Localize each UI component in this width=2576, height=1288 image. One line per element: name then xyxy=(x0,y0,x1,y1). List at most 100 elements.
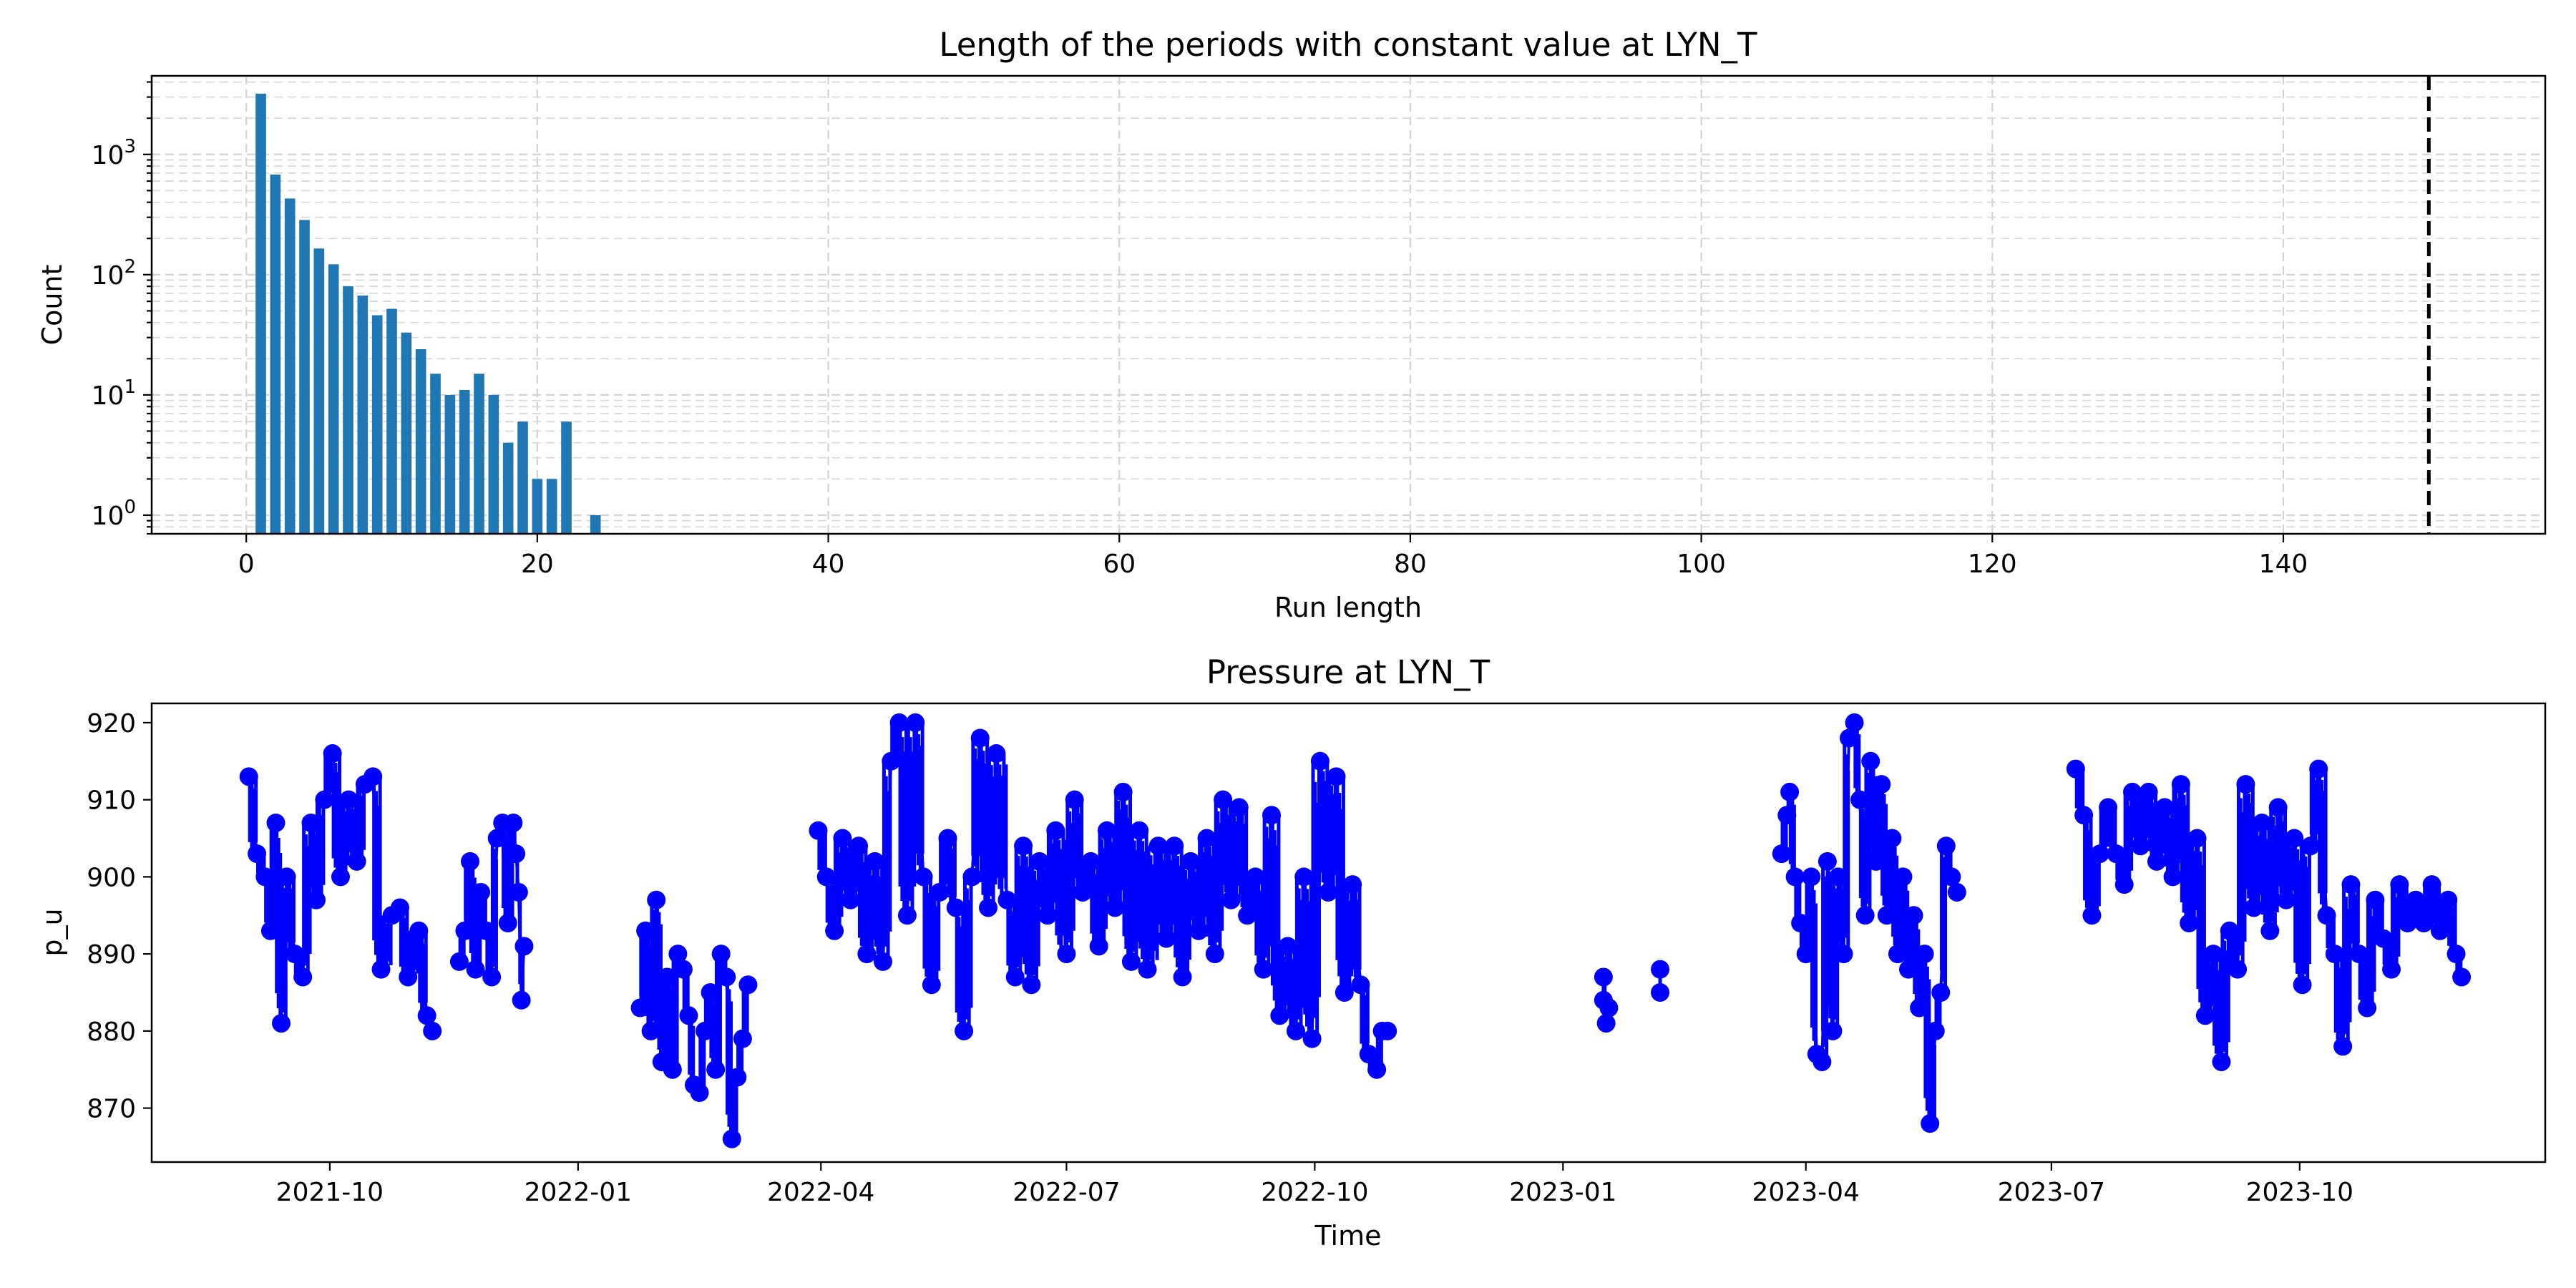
pressure-marker xyxy=(487,829,507,848)
pressure-marker xyxy=(1818,852,1837,871)
pressure-marker xyxy=(711,945,731,964)
pressure-marker xyxy=(1246,867,1265,887)
top-grid xyxy=(152,76,2545,535)
pressure-marker xyxy=(504,813,523,832)
pressure-marker xyxy=(2171,775,2190,794)
pressure-marker xyxy=(477,921,496,940)
pressure-marker xyxy=(1893,867,1913,887)
pressure-marker xyxy=(512,990,531,1010)
pressure-marker xyxy=(1942,867,1961,887)
pressure-marker xyxy=(1936,836,1956,856)
top-y-tick-label: 101 xyxy=(92,376,136,411)
pressure-marker xyxy=(248,844,267,864)
pressure-marker xyxy=(1861,751,1880,771)
pressure-marker xyxy=(1777,806,1797,825)
pressure-marker xyxy=(2123,782,2142,801)
pressure-marker xyxy=(897,906,917,925)
pressure-marker xyxy=(1156,929,1176,948)
bottom-y-tick-label: 910 xyxy=(87,786,136,816)
pressure-marker xyxy=(1651,982,1670,1002)
pressure-marker xyxy=(962,867,982,887)
bottom-axes-frame xyxy=(150,702,2547,1163)
pressure-marker xyxy=(1378,1021,1397,1040)
pressure-marker xyxy=(955,1021,974,1040)
pressure-marker xyxy=(1855,906,1875,925)
pressure-marker xyxy=(2236,775,2255,794)
pressure-marker xyxy=(2373,929,2393,948)
top-y-ticks: 100 101 102 103 xyxy=(92,81,152,535)
pressure-marker xyxy=(2452,967,2472,987)
pressure-marker xyxy=(2390,875,2409,894)
top-y-tick-label: 102 xyxy=(92,256,136,291)
histogram-bar xyxy=(517,421,528,534)
pressure-marker xyxy=(722,1129,741,1148)
pressure-marker xyxy=(2114,875,2134,894)
pressure-marker xyxy=(946,898,965,917)
histogram-bar xyxy=(328,264,339,534)
pressure-marker xyxy=(2406,890,2425,909)
bottom-x-tick-label: 2022-07 xyxy=(1013,1178,1120,1207)
pressure-marker xyxy=(1926,1021,1945,1040)
pressure-marker xyxy=(1106,898,1125,917)
histogram-bar xyxy=(299,220,310,534)
pressure-marker xyxy=(1335,982,1354,1002)
top-chart-title: Length of the periods with constant valu… xyxy=(939,26,1757,64)
pressure-marker xyxy=(2074,806,2094,825)
pressure-marker xyxy=(2228,960,2248,979)
pressure-marker xyxy=(1138,960,1157,979)
pressure-marker xyxy=(1910,998,1929,1018)
histogram-bar xyxy=(255,93,266,534)
bottom-x-axis-label: Time xyxy=(1314,1220,1382,1252)
bottom-y-tick-label: 890 xyxy=(87,940,136,970)
pressure-marker xyxy=(1214,790,1233,809)
pressure-marker xyxy=(717,967,736,987)
pressure-marker xyxy=(636,921,655,940)
pressure-marker xyxy=(2398,914,2417,933)
pressure-marker xyxy=(658,967,677,987)
pressure-marker xyxy=(825,921,844,940)
pressure-marker xyxy=(323,744,342,763)
pressure-marker xyxy=(1594,967,1613,987)
pressure-marker xyxy=(1813,1052,1832,1071)
top-x-tick-label: 120 xyxy=(1968,550,2017,579)
histogram-bar xyxy=(386,308,397,534)
pressure-marker xyxy=(1173,967,1192,987)
pressure-marker xyxy=(1866,852,1885,871)
pressure-marker xyxy=(1181,852,1200,871)
pressure-marker xyxy=(2382,960,2401,979)
pressure-marker xyxy=(1828,867,1848,887)
pressure-marker xyxy=(647,890,666,909)
pressure-marker xyxy=(1780,782,1800,801)
pressure-line xyxy=(1780,721,1958,1126)
pressure-marker xyxy=(507,844,526,864)
pressure-marker xyxy=(293,967,313,987)
top-axes-frame xyxy=(150,74,2547,535)
pressure-marker xyxy=(1915,945,1934,964)
pressure-marker xyxy=(1121,952,1141,971)
pressure-marker xyxy=(2180,914,2199,933)
pressure-marker xyxy=(1327,767,1346,786)
bottom-x-tick-label: 2022-10 xyxy=(1261,1178,1368,1207)
pressure-marker xyxy=(930,882,950,902)
histogram-bar xyxy=(502,442,514,534)
top-x-tick-label: 20 xyxy=(521,550,554,579)
pressure-marker xyxy=(1221,890,1241,909)
pressure-marker xyxy=(1319,882,1338,902)
bottom-y-tick-label: 920 xyxy=(87,709,136,738)
top-x-axis-label: Run length xyxy=(1274,592,1422,623)
histogram-bar xyxy=(590,514,601,534)
pressure-marker xyxy=(1165,836,1184,856)
pressure-marker xyxy=(641,1021,660,1040)
pressure-marker xyxy=(2212,1052,2231,1071)
pressure-marker xyxy=(668,945,688,964)
pressure-marker xyxy=(2430,921,2449,940)
histogram-bar xyxy=(444,394,456,534)
pressure-marker xyxy=(1046,821,1065,840)
pressure-marker xyxy=(2253,813,2272,832)
pressure-marker xyxy=(2155,798,2175,817)
bottom-x-tick-label: 2023-10 xyxy=(2246,1178,2353,1207)
histogram-bar xyxy=(270,174,281,534)
pressure-marker xyxy=(2195,1006,2215,1025)
pressure-marker xyxy=(266,813,286,832)
pressure-marker xyxy=(1089,937,1108,956)
